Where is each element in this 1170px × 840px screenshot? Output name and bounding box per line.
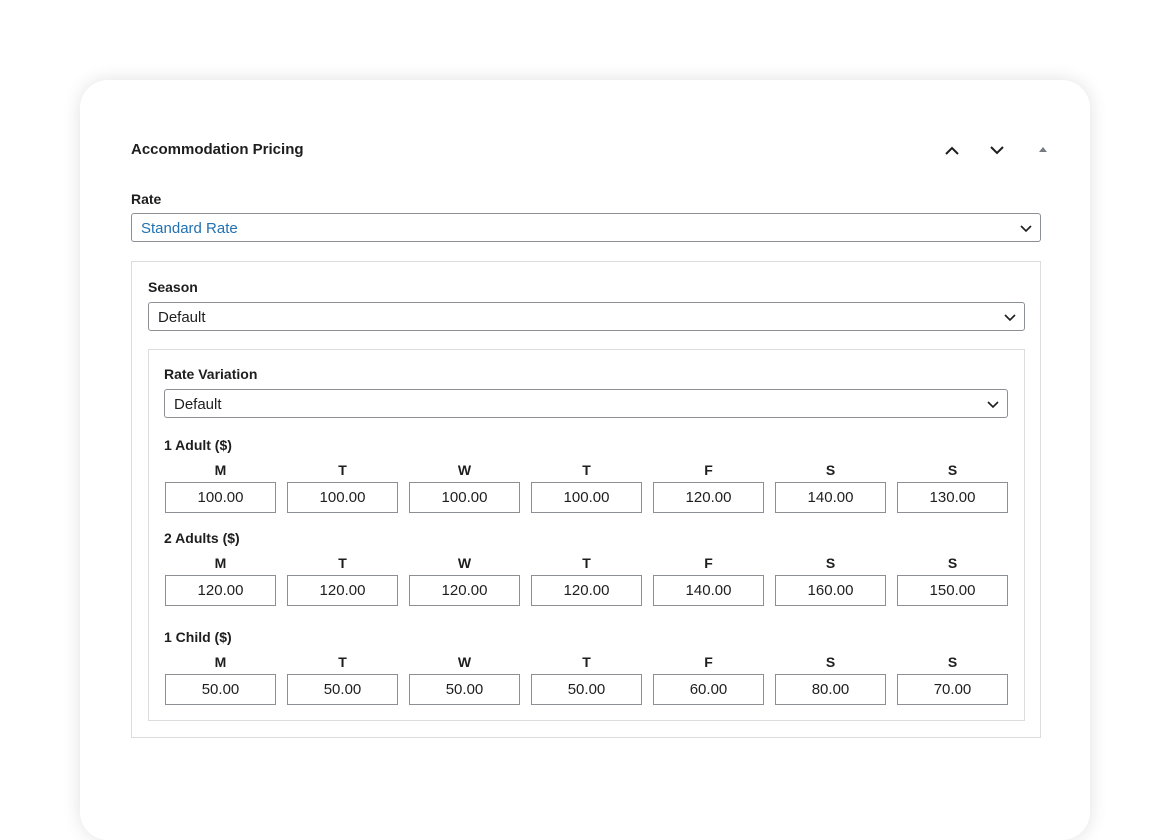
price-input[interactable]: 120.00	[409, 575, 520, 606]
variation-select[interactable]: Default	[164, 389, 1008, 418]
price-input[interactable]: 160.00	[775, 575, 886, 606]
group-label: 1 Adult ($)	[164, 437, 232, 453]
group-label: 2 Adults ($)	[164, 530, 240, 546]
price-input[interactable]: 120.00	[165, 575, 276, 606]
price-input[interactable]: 120.00	[287, 575, 398, 606]
day-label: T	[582, 654, 591, 670]
day-label: S	[825, 654, 836, 670]
move-up[interactable]	[942, 142, 962, 158]
price-input[interactable]: 140.00	[653, 575, 764, 606]
rate-label: Rate	[131, 191, 162, 207]
price-input[interactable]: 100.00	[409, 482, 520, 513]
variation-value: Default	[174, 396, 222, 413]
price-input[interactable]: 60.00	[653, 674, 764, 705]
page: Accommodation Pricing Rate Standard Rate…	[131, 141, 1050, 738]
variation-box	[148, 349, 1025, 721]
day-label: T	[582, 462, 591, 478]
move-down[interactable]	[987, 142, 1007, 158]
day-label: W	[457, 555, 472, 571]
day-label: S	[947, 654, 958, 670]
day-label: S	[825, 462, 836, 478]
day-label: T	[338, 555, 347, 571]
panel-title: Accommodation Pricing	[131, 141, 304, 158]
price-input[interactable]: 70.00	[897, 674, 1008, 705]
day-label: F	[704, 654, 713, 670]
day-label: T	[338, 462, 347, 478]
price-input[interactable]: 120.00	[531, 575, 642, 606]
day-label: T	[338, 654, 347, 670]
day-label: T	[582, 555, 591, 571]
day-label: W	[457, 462, 472, 478]
collapse-toggle[interactable]	[1036, 142, 1050, 156]
price-input[interactable]: 50.00	[287, 674, 398, 705]
day-label: S	[947, 555, 958, 571]
day-label: M	[214, 462, 227, 478]
season-value: Default	[158, 309, 206, 326]
rate-value: Standard Rate	[141, 220, 238, 237]
day-label: W	[457, 654, 472, 670]
day-label: F	[704, 462, 713, 478]
season-select[interactable]: Default	[148, 302, 1025, 331]
day-label: M	[214, 654, 227, 670]
day-label: S	[947, 462, 958, 478]
price-input[interactable]: 100.00	[287, 482, 398, 513]
price-input[interactable]: 50.00	[165, 674, 276, 705]
group-label: 1 Child ($)	[164, 629, 232, 645]
day-label: S	[825, 555, 836, 571]
rate-select[interactable]: Standard Rate	[131, 213, 1041, 242]
variation-label: Rate Variation	[164, 366, 258, 382]
day-label: M	[214, 555, 227, 571]
price-input[interactable]: 100.00	[165, 482, 276, 513]
price-input[interactable]: 120.00	[653, 482, 764, 513]
price-input[interactable]: 100.00	[531, 482, 642, 513]
price-input[interactable]: 50.00	[409, 674, 520, 705]
price-input[interactable]: 50.00	[531, 674, 642, 705]
price-input[interactable]: 140.00	[775, 482, 886, 513]
card	[80, 80, 1090, 840]
price-input[interactable]: 80.00	[775, 674, 886, 705]
price-input[interactable]: 130.00	[897, 482, 1008, 513]
season-label: Season	[148, 279, 198, 295]
price-input[interactable]: 150.00	[897, 575, 1008, 606]
day-label: F	[704, 555, 713, 571]
season-box	[131, 261, 1041, 738]
